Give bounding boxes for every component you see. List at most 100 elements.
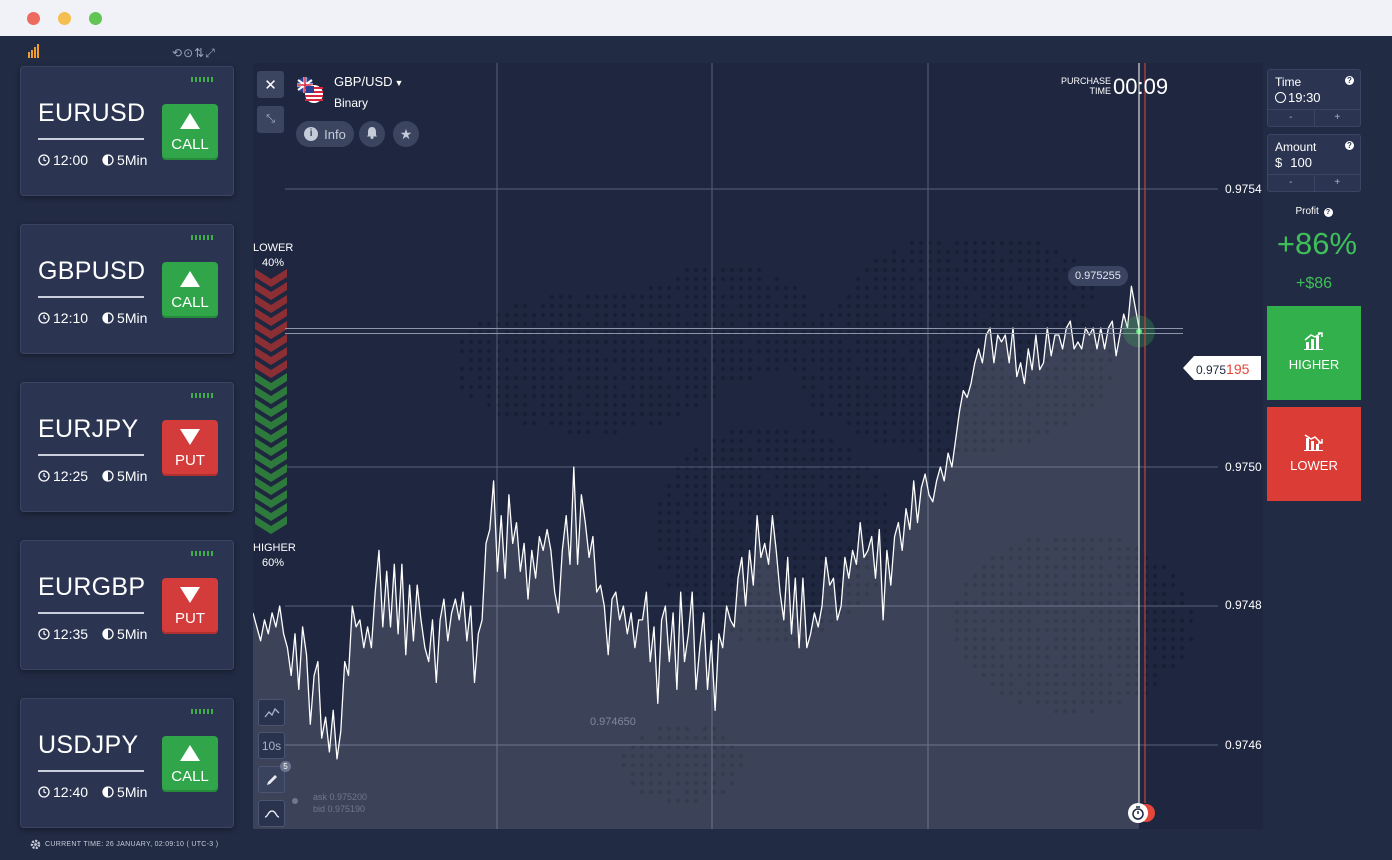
- call-button[interactable]: CALL: [162, 262, 218, 318]
- call-button[interactable]: CALL: [162, 736, 218, 792]
- amount-increase-button[interactable]: +: [1334, 177, 1341, 188]
- map-dot: [711, 510, 717, 516]
- map-dot: [756, 636, 762, 642]
- map-dot: [855, 375, 861, 381]
- asset-card[interactable]: EURJPY 12:25 5Min PUT: [20, 382, 234, 512]
- map-dot: [756, 564, 762, 570]
- map-dot: [810, 519, 816, 525]
- map-dot: [630, 312, 636, 318]
- time-decrease-button[interactable]: -: [1268, 110, 1315, 126]
- map-dot: [1089, 591, 1095, 597]
- map-dot: [567, 393, 573, 399]
- map-dot: [990, 240, 996, 246]
- purchase-time-label: PURCHASE TIME: [1056, 76, 1111, 96]
- map-dot: [702, 285, 708, 291]
- map-dot: [486, 357, 492, 363]
- map-dot: [819, 519, 825, 525]
- indicators-button[interactable]: [258, 800, 285, 827]
- map-dot: [765, 285, 771, 291]
- alert-button[interactable]: [359, 121, 385, 147]
- chart-type-button[interactable]: [258, 699, 285, 726]
- map-dot: [963, 438, 969, 444]
- map-dot: [873, 483, 879, 489]
- call-button[interactable]: CALL: [162, 104, 218, 160]
- asset-card[interactable]: EURGBP 12:35 5Min PUT: [20, 540, 234, 670]
- map-dot: [693, 474, 699, 480]
- map-dot: [909, 294, 915, 300]
- window-maximize-button[interactable]: [89, 12, 102, 25]
- map-dot: [666, 312, 672, 318]
- map-dot: [936, 258, 942, 264]
- amount-value-row[interactable]: $100: [1275, 155, 1312, 170]
- interval-10s-button[interactable]: 10s: [258, 732, 285, 759]
- window-minimize-button[interactable]: [58, 12, 71, 25]
- map-dot: [873, 303, 879, 309]
- map-dot: [1044, 393, 1050, 399]
- map-dot: [1017, 555, 1023, 561]
- lower-button[interactable]: LOWER: [1267, 407, 1361, 501]
- put-button[interactable]: PUT: [162, 578, 218, 634]
- map-dot: [720, 519, 726, 525]
- info-button[interactable]: i Info: [296, 121, 354, 147]
- map-dot: [864, 564, 870, 570]
- map-dot: [801, 537, 807, 543]
- map-dot: [540, 384, 546, 390]
- map-dot: [810, 510, 816, 516]
- price-chart[interactable]: [253, 63, 1263, 829]
- help-icon[interactable]: ?: [1323, 208, 1333, 217]
- map-dot: [981, 591, 987, 597]
- sort-icon[interactable]: ⇅: [194, 46, 206, 60]
- map-dot: [738, 600, 744, 606]
- time-increase-button[interactable]: +: [1334, 112, 1341, 123]
- map-dot: [945, 321, 951, 327]
- close-chart-button[interactable]: ✕: [257, 71, 284, 98]
- put-button[interactable]: PUT: [162, 420, 218, 476]
- map-dot: [549, 357, 555, 363]
- draw-tool-button[interactable]: [258, 766, 285, 793]
- gear-icon[interactable]: [30, 839, 41, 850]
- asset-card[interactable]: USDJPY 12:40 5Min CALL: [20, 698, 234, 828]
- map-dot: [819, 366, 825, 372]
- price-line: [253, 285, 1140, 760]
- map-dot: [657, 510, 663, 516]
- map-dot: [729, 609, 735, 615]
- map-dot: [558, 411, 564, 417]
- history-icon[interactable]: ⟲: [172, 46, 184, 60]
- map-dot: [738, 591, 744, 597]
- map-dot: [927, 429, 933, 435]
- asset-card[interactable]: EURUSD 12:00 5Min CALL: [20, 66, 234, 196]
- map-dot: [711, 546, 717, 552]
- map-dot: [945, 249, 951, 255]
- time-value-row[interactable]: 19:30: [1275, 90, 1321, 105]
- window-close-button[interactable]: [27, 12, 40, 25]
- map-dot: [1089, 366, 1095, 372]
- expand-icon[interactable]: ⤢: [205, 46, 216, 60]
- asset-card[interactable]: GBPUSD 12:10 5Min CALL: [20, 224, 234, 354]
- map-dot: [855, 393, 861, 399]
- map-dot: [675, 276, 681, 282]
- favorite-button[interactable]: ★: [393, 121, 419, 147]
- map-dot: [1152, 609, 1158, 615]
- higher-button[interactable]: HIGHER: [1267, 306, 1361, 400]
- map-dot: [567, 429, 573, 435]
- help-icon[interactable]: ?: [1345, 141, 1354, 150]
- help-icon[interactable]: ?: [1345, 76, 1354, 85]
- map-dot: [855, 285, 861, 291]
- world-map-background: [459, 240, 1194, 804]
- map-dot: [711, 501, 717, 507]
- timer-icon[interactable]: ⊙: [183, 46, 195, 60]
- map-dot: [684, 357, 690, 363]
- map-dot: [693, 771, 699, 777]
- map-dot: [909, 285, 915, 291]
- map-dot: [801, 510, 807, 516]
- amount-decrease-button[interactable]: -: [1268, 175, 1315, 191]
- map-dot: [693, 303, 699, 309]
- map-dot: [873, 510, 879, 516]
- map-dot: [747, 483, 753, 489]
- map-dot: [1053, 645, 1059, 651]
- pair-selector[interactable]: GBP/USD ▼: [334, 74, 403, 89]
- map-dot: [918, 447, 924, 453]
- map-dot: [1107, 681, 1113, 687]
- collapse-chart-button[interactable]: ⤡: [257, 106, 284, 133]
- map-dot: [927, 447, 933, 453]
